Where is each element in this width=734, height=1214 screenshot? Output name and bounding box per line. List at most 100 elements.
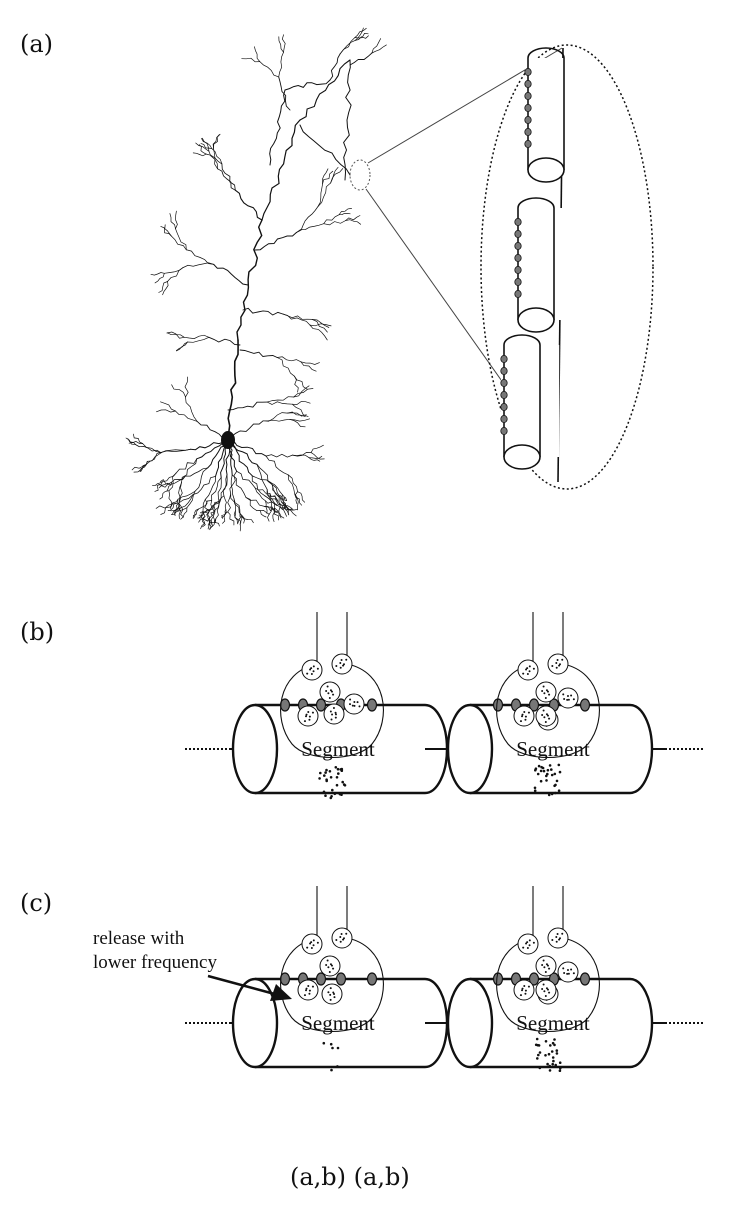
dendrite-branch <box>354 27 367 38</box>
neurotransmitter-dot <box>333 996 336 999</box>
vesicle <box>547 653 569 675</box>
dendrite-branch <box>236 470 256 489</box>
dendrite-branch <box>211 477 222 501</box>
panel-b-segment-1-label: Segment <box>301 737 375 761</box>
released-neurotransmitter <box>550 768 553 771</box>
released-neurotransmitter <box>333 792 337 796</box>
released-neurotransmitter <box>537 764 541 768</box>
apical-tuft <box>299 124 351 176</box>
released-neurotransmitter <box>554 791 557 795</box>
vesicle-membrane <box>321 983 343 1005</box>
dendrite-branch <box>162 281 169 296</box>
neurotransmitter-dot <box>556 933 559 936</box>
dendrite-branch <box>181 458 198 483</box>
panel-c-synapses <box>185 886 705 1072</box>
dendrite-branch <box>175 458 198 474</box>
dendrite-branch <box>152 481 163 487</box>
bouton-membrane <box>496 886 600 1033</box>
released-neurotransmitter <box>549 1044 552 1047</box>
released-neurotransmitter <box>340 769 344 772</box>
compartment-3 <box>500 334 560 470</box>
dendrite-branch <box>221 163 236 191</box>
dendrite-branch <box>160 401 176 412</box>
neurotransmitter-dot <box>555 940 558 943</box>
neurotransmitter-dot <box>566 969 569 972</box>
neurotransmitter-dot <box>329 993 332 996</box>
dendrite-branch <box>276 357 295 377</box>
neurotransmitter-dot <box>340 933 343 936</box>
released-neurotransmitter <box>544 1054 547 1057</box>
neurotransmitter-dot <box>543 716 546 719</box>
dendrite-branch <box>217 477 222 504</box>
vesicle-membrane <box>323 703 345 725</box>
vesicle <box>535 705 557 727</box>
neurotransmitter-dot <box>328 696 331 699</box>
released-neurotransmitter <box>547 793 551 797</box>
dendrite-branch <box>213 133 221 149</box>
postsynaptic-receptor <box>492 972 504 986</box>
neurotransmitter-dot <box>329 710 332 713</box>
vesicle-membrane <box>331 653 353 675</box>
neurotransmitter-dot <box>570 694 573 697</box>
apical-trunk <box>261 119 301 221</box>
vesicle <box>321 983 343 1005</box>
released-neurotransmitter <box>539 769 543 773</box>
segment-front-face <box>231 703 279 795</box>
vesicle-membrane <box>297 979 319 1001</box>
released-neurotransmitter <box>550 1050 554 1053</box>
vesicle <box>319 955 341 977</box>
segment-back-cap <box>629 703 654 795</box>
dendrite-branch <box>150 272 165 276</box>
synapse-receptor <box>524 139 532 148</box>
vesicle <box>517 659 539 681</box>
dendrite-branch <box>227 493 232 513</box>
dendrite-branch <box>242 515 254 524</box>
synapse-receptor <box>514 253 522 262</box>
dendrite-branch <box>178 503 181 519</box>
released-neurotransmitter <box>537 1053 540 1057</box>
dendrite-branch <box>233 510 240 525</box>
dendrite-branch <box>338 208 352 216</box>
neurotransmitter-dot <box>566 695 569 698</box>
dendrite-branch <box>169 213 176 230</box>
released-neurotransmitter <box>324 794 327 797</box>
dendrite-branch <box>160 448 191 454</box>
vesicle <box>301 933 323 955</box>
dendrite-branch <box>158 281 168 293</box>
dendrite-branch <box>212 516 220 527</box>
neurotransmitter-dot <box>548 967 551 970</box>
released-neurotransmitter <box>318 777 321 780</box>
neurotransmitter-dot <box>332 693 335 696</box>
postsynaptic-receptor <box>528 698 540 712</box>
dendrite-branch <box>254 232 297 251</box>
neurotransmitter-dot <box>523 711 526 714</box>
dendrite-branch <box>208 336 241 346</box>
dendrite-branch <box>329 53 341 81</box>
dendritic-segment <box>231 977 449 1069</box>
released-neurotransmitter <box>325 768 328 772</box>
neurotransmitter-dot <box>543 990 546 993</box>
neurotransmitter-dot <box>330 690 333 693</box>
dendrite-branch <box>196 439 229 460</box>
panel-b-label: (b) <box>20 618 54 646</box>
neurotransmitter-dot <box>561 932 564 935</box>
synapse-receptor <box>500 378 508 387</box>
neurotransmitter-dot <box>522 946 525 949</box>
dendrite-branch <box>277 495 287 501</box>
dendrite-branch <box>256 463 268 490</box>
dendrite-branch <box>158 482 171 486</box>
neurotransmitter-dot <box>332 991 335 994</box>
dendrite-branch <box>283 505 298 511</box>
neurotransmitter-dot <box>325 689 328 692</box>
synapse-receptor <box>514 241 522 250</box>
synapse-receptor <box>500 390 508 399</box>
neurotransmitter-dot <box>521 987 524 990</box>
dendrite-branch <box>195 142 210 152</box>
dendrite-branch <box>185 396 198 422</box>
neurotransmitter-dot <box>562 693 565 696</box>
dendrite-branch <box>221 508 227 519</box>
neurotransmitter-dot <box>526 667 529 670</box>
dendrite-branch <box>204 499 210 516</box>
neurotransmitter-dot <box>312 944 315 947</box>
compartment-end-face <box>517 307 555 333</box>
